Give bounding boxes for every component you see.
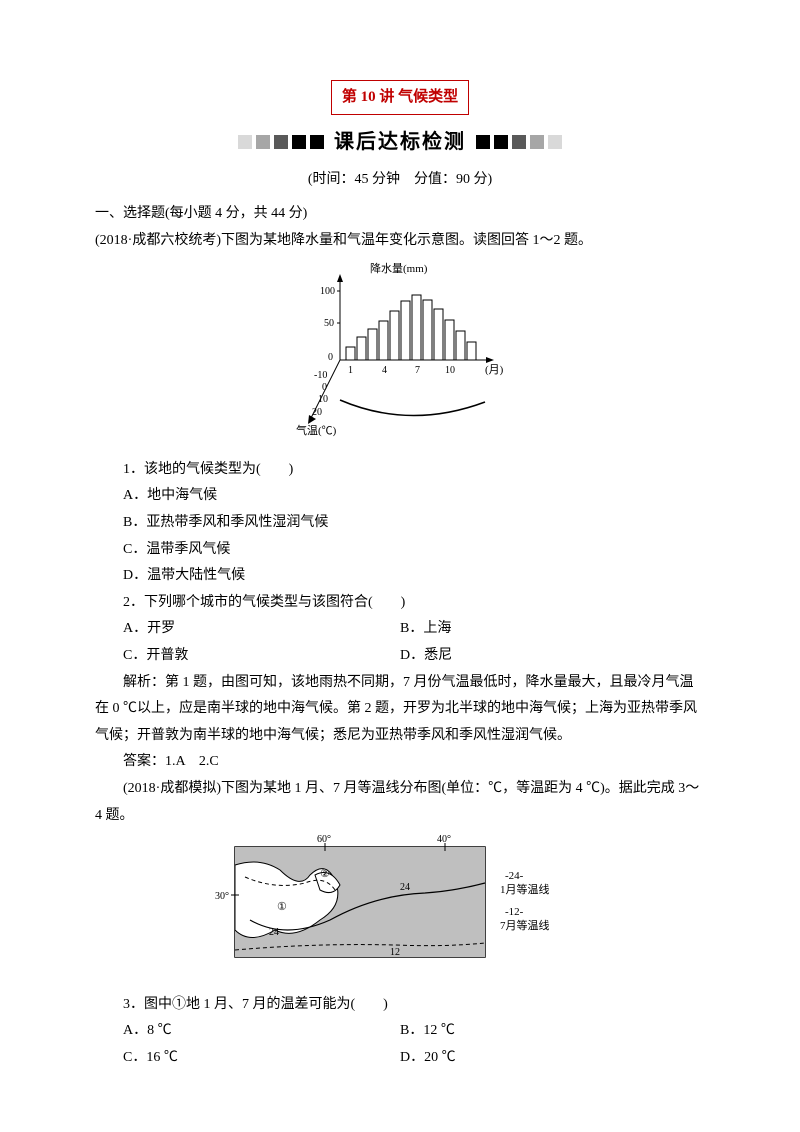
lon-label: 40° [437,835,451,845]
option: A．开罗 [95,616,400,643]
chart-figure: 降水量(mm) 100 50 0 -10 0 10 20 气温(℃) [95,260,705,451]
bars [346,295,476,360]
temp-curve [340,400,485,416]
question-text: 1．该地的气候类型为( ) [95,457,705,484]
map-figure: 60° 40° 30° 24 24 12 ① ② -24- 1月等温线 -12-… [95,835,705,986]
tick-label: -10 [314,370,327,381]
point-label: ② [320,868,330,880]
option: B．上海 [400,616,705,643]
iso-label: 24 [269,927,279,938]
square-icon [494,135,508,149]
option-row: C．开普敦 D．悉尼 [95,643,705,670]
option: D．20 ℃ [400,1045,705,1072]
square-icon [256,135,270,149]
explanation: 解析：第 1 题，由图可知，该地雨热不同期，7 月份气温最低时，降水量最大，且最… [95,670,705,750]
option: A．8 ℃ [95,1018,400,1045]
option-row: A．开罗 B．上海 [95,616,705,643]
lon-label: 60° [317,835,331,845]
tick-label: 7 [415,365,420,376]
legend-symbol: -24- [505,870,524,882]
arrow-icon [486,357,494,363]
y-axis-label: 降水量(mm) [370,261,428,275]
question-text: 2．下列哪个城市的气候类型与该图符合( ) [95,590,705,617]
tick-label: 0 [328,352,333,363]
x-axis-label: 气温(℃) [296,423,337,437]
iso-label: 12 [390,947,400,958]
legend-label: 1月等温线 [500,882,550,896]
option: C．16 ℃ [95,1045,400,1072]
question-text: 3．图中①地 1 月、7 月的温差可能为( ) [95,992,705,1019]
option: A．地中海气候 [95,483,705,510]
square-icon [530,135,544,149]
option: D．悉尼 [400,643,705,670]
isotherm-map: 60° 40° 30° 24 24 12 ① ② -24- 1月等温线 -12-… [215,835,585,975]
lecture-title: 第 10 讲 气候类型 [331,80,469,115]
square-icon [310,135,324,149]
square-icon [238,135,252,149]
option: C．开普敦 [95,643,400,670]
square-icon [548,135,562,149]
tick-label: 10 [318,394,328,405]
banner: 课后达标检测 [95,123,705,161]
section-heading: 一、选择题(每小题 4 分，共 44 分) [95,201,705,228]
square-icon [292,135,306,149]
lat-label: 30° [215,891,229,902]
tick-label: 100 [320,286,335,297]
tick-label: 4 [382,365,387,376]
square-icon [512,135,526,149]
banner-text: 课后达标检测 [334,123,466,161]
tick-label: 1 [348,365,353,376]
question-intro: (2018·成都模拟)下图为某地 1 月、7 月等温线分布图(单位：℃，等温距为… [95,776,705,829]
option-row: C．16 ℃ D．20 ℃ [95,1045,705,1072]
square-icon [274,135,288,149]
question-intro: (2018·成都六校统考)下图为某地降水量和气温年变化示意图。读图回答 1～2 … [95,228,705,255]
title-box: 第 10 讲 气候类型 [95,80,705,115]
option-row: A．8 ℃ B．12 ℃ [95,1018,705,1045]
time-info: (时间：45 分钟 分值：90 分) [95,167,705,194]
legend-symbol: -12- [505,906,524,918]
option: B．12 ℃ [400,1018,705,1045]
tick-label: 20 [312,407,322,418]
x-label: (月) [485,364,504,376]
option: D．温带大陆性气候 [95,563,705,590]
tick-label: 10 [445,365,455,376]
legend-label: 7月等温线 [500,918,550,932]
tick-label: 0 [322,382,327,393]
option: C．温带季风气候 [95,537,705,564]
option: B．亚热带季风和季风性湿润气候 [95,510,705,537]
answer: 答案：1.A 2.C [95,749,705,776]
point-label: ① [277,901,287,913]
iso-label: 24 [400,882,410,893]
tick-label: 50 [324,318,334,329]
arrow-icon [337,274,343,282]
precipitation-chart: 降水量(mm) 100 50 0 -10 0 10 20 气温(℃) [270,260,530,440]
square-icon [476,135,490,149]
